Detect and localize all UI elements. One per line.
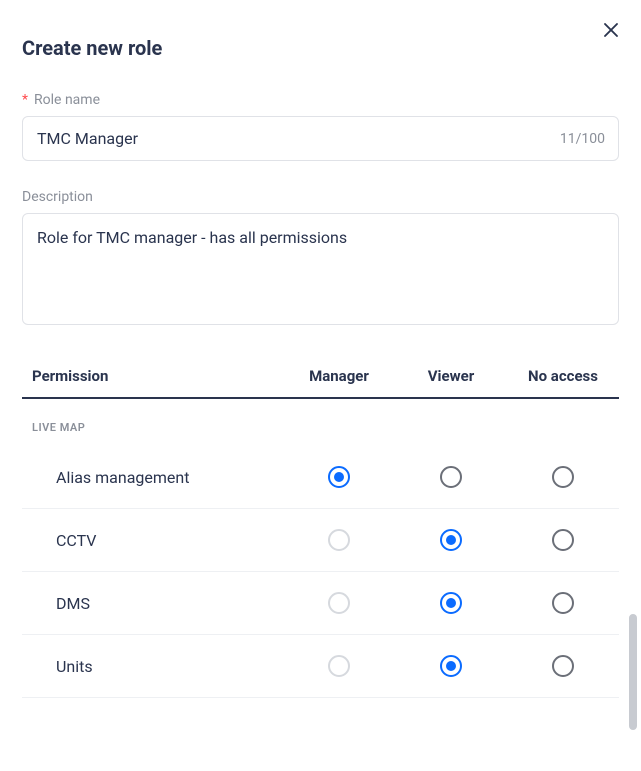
modal-title: Create new role — [22, 36, 619, 60]
radio-no_access[interactable] — [552, 655, 574, 677]
radio-manager[interactable] — [328, 466, 350, 488]
scrollbar-thumb[interactable] — [629, 614, 637, 730]
permission-name: Alias management — [56, 468, 283, 487]
radio-viewer[interactable] — [440, 592, 462, 614]
permission-row: DMS — [22, 572, 619, 635]
radio-cell — [395, 529, 507, 551]
radio-cell — [283, 466, 395, 488]
radio-cell — [507, 529, 619, 551]
role-name-label: * Role name — [22, 92, 619, 108]
radio-no_access[interactable] — [552, 529, 574, 551]
radio-viewer[interactable] — [440, 466, 462, 488]
radio-cell — [395, 592, 507, 614]
header-permission: Permission — [32, 367, 283, 385]
radio-no_access[interactable] — [552, 592, 574, 614]
radio-manager — [328, 592, 350, 614]
description-label: Description — [22, 189, 619, 205]
permission-row: Alias management — [22, 446, 619, 509]
role-name-input[interactable] — [22, 116, 619, 161]
radio-viewer[interactable] — [440, 529, 462, 551]
permission-row: CCTV — [22, 509, 619, 572]
radio-cell — [283, 655, 395, 677]
radio-cell — [395, 655, 507, 677]
radio-cell — [507, 466, 619, 488]
permission-name: CCTV — [56, 531, 283, 550]
radio-cell — [283, 592, 395, 614]
radio-cell — [507, 655, 619, 677]
radio-viewer[interactable] — [440, 655, 462, 677]
header-manager: Manager — [283, 367, 395, 385]
description-textarea[interactable] — [22, 213, 619, 325]
permissions-table: Permission Manager Viewer No access LIVE… — [22, 357, 619, 698]
radio-manager — [328, 529, 350, 551]
header-no-access: No access — [507, 367, 619, 385]
radio-no_access[interactable] — [552, 466, 574, 488]
radio-cell — [283, 529, 395, 551]
required-mark: * — [22, 92, 28, 108]
permission-name: DMS — [56, 594, 283, 613]
radio-cell — [395, 466, 507, 488]
permission-row: Units — [22, 635, 619, 698]
radio-manager — [328, 655, 350, 677]
permission-group-label: LIVE MAP — [22, 399, 619, 446]
role-name-input-wrap: 11/100 — [22, 116, 619, 161]
permissions-header-row: Permission Manager Viewer No access — [22, 357, 619, 399]
role-name-label-text: Role name — [34, 92, 100, 108]
create-role-modal: Create new role * Role name 11/100 Descri… — [0, 0, 641, 771]
close-button[interactable] — [601, 20, 621, 40]
permission-name: Units — [56, 657, 283, 676]
radio-cell — [507, 592, 619, 614]
close-icon — [602, 21, 620, 39]
header-viewer: Viewer — [395, 367, 507, 385]
